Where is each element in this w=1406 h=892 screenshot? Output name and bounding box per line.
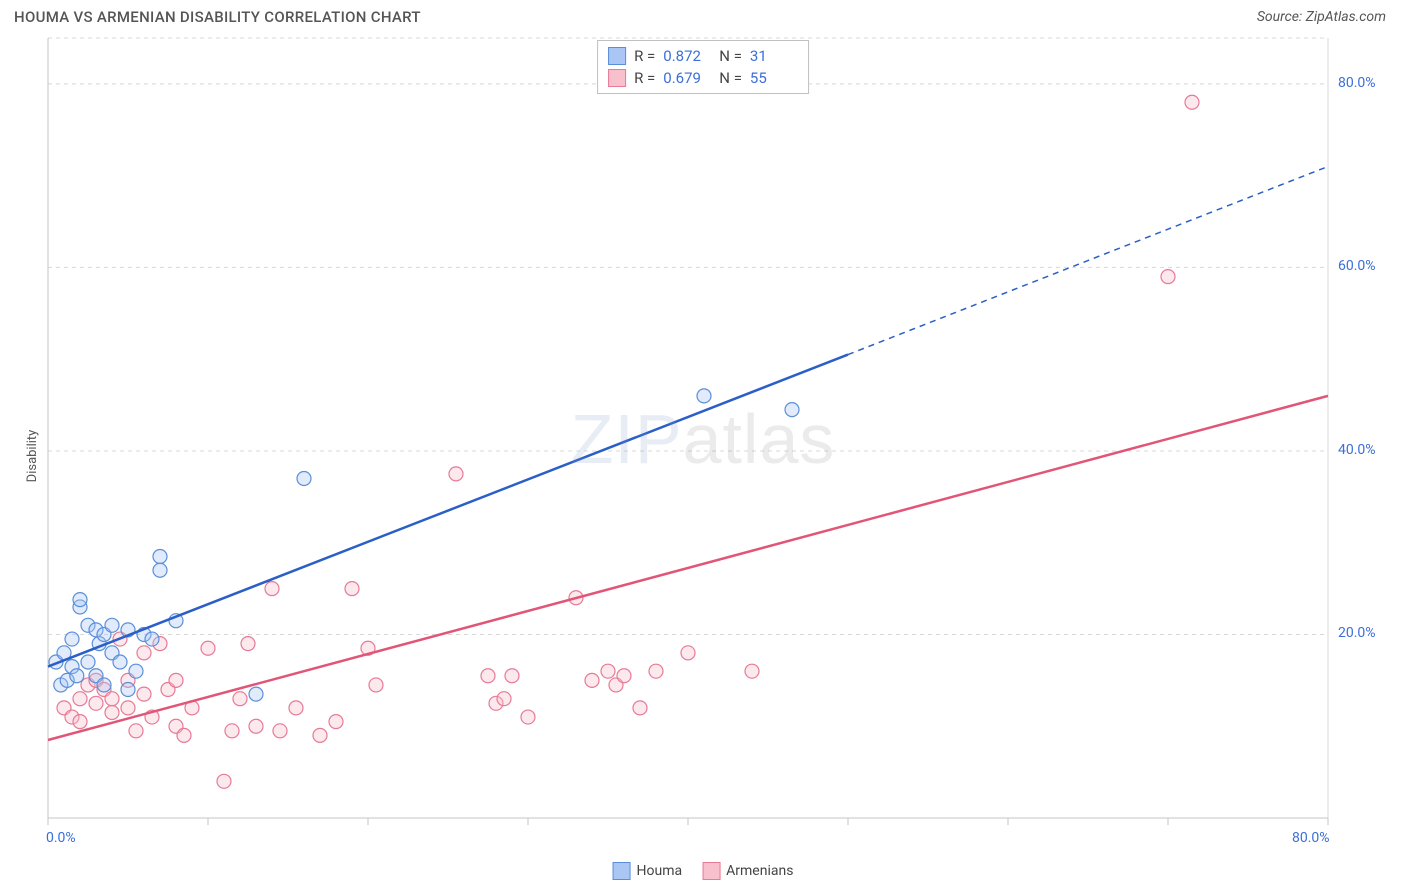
stat-n-val-armenians: 55 — [750, 69, 798, 87]
x-tick-label: 80.0% — [1292, 830, 1330, 846]
scatter-plot — [0, 30, 1406, 882]
stat-r-label: R = — [634, 69, 655, 87]
stat-r-label: R = — [634, 47, 655, 65]
stats-legend: R = 0.872 N = 31 R = 0.679 N = 55 — [597, 40, 809, 94]
y-tick-label: 60.0% — [1338, 258, 1376, 274]
y-tick-label: 20.0% — [1338, 625, 1376, 641]
y-tick-label: 80.0% — [1338, 75, 1376, 91]
legend-item-armenians: Armenians — [702, 862, 793, 880]
legend-label-armenians: Armenians — [726, 863, 793, 879]
stat-r-val-armenians: 0.679 — [663, 69, 711, 87]
chart-area: Disability ZIPatlas R = 0.872 N = 31 R =… — [0, 30, 1406, 882]
bottom-legend: Houma Armenians — [613, 862, 794, 880]
legend-swatch-armenians — [702, 862, 720, 880]
stats-row-houma: R = 0.872 N = 31 — [608, 45, 798, 67]
stat-n-label: N = — [719, 47, 742, 65]
stats-row-armenians: R = 0.679 N = 55 — [608, 67, 798, 89]
legend-label-houma: Houma — [637, 863, 683, 879]
stat-r-val-houma: 0.872 — [663, 47, 711, 65]
swatch-houma — [608, 47, 626, 65]
legend-item-houma: Houma — [613, 862, 683, 880]
chart-title: HOUMA VS ARMENIAN DISABILITY CORRELATION… — [14, 8, 421, 26]
y-tick-label: 40.0% — [1338, 442, 1376, 458]
x-tick-label: 0.0% — [46, 830, 76, 846]
chart-header: HOUMA VS ARMENIAN DISABILITY CORRELATION… — [0, 0, 1406, 30]
swatch-armenians — [608, 69, 626, 87]
chart-source: Source: ZipAtlas.com — [1257, 9, 1386, 25]
stat-n-val-houma: 31 — [750, 47, 798, 65]
legend-swatch-houma — [613, 862, 631, 880]
stat-n-label: N = — [719, 69, 742, 87]
